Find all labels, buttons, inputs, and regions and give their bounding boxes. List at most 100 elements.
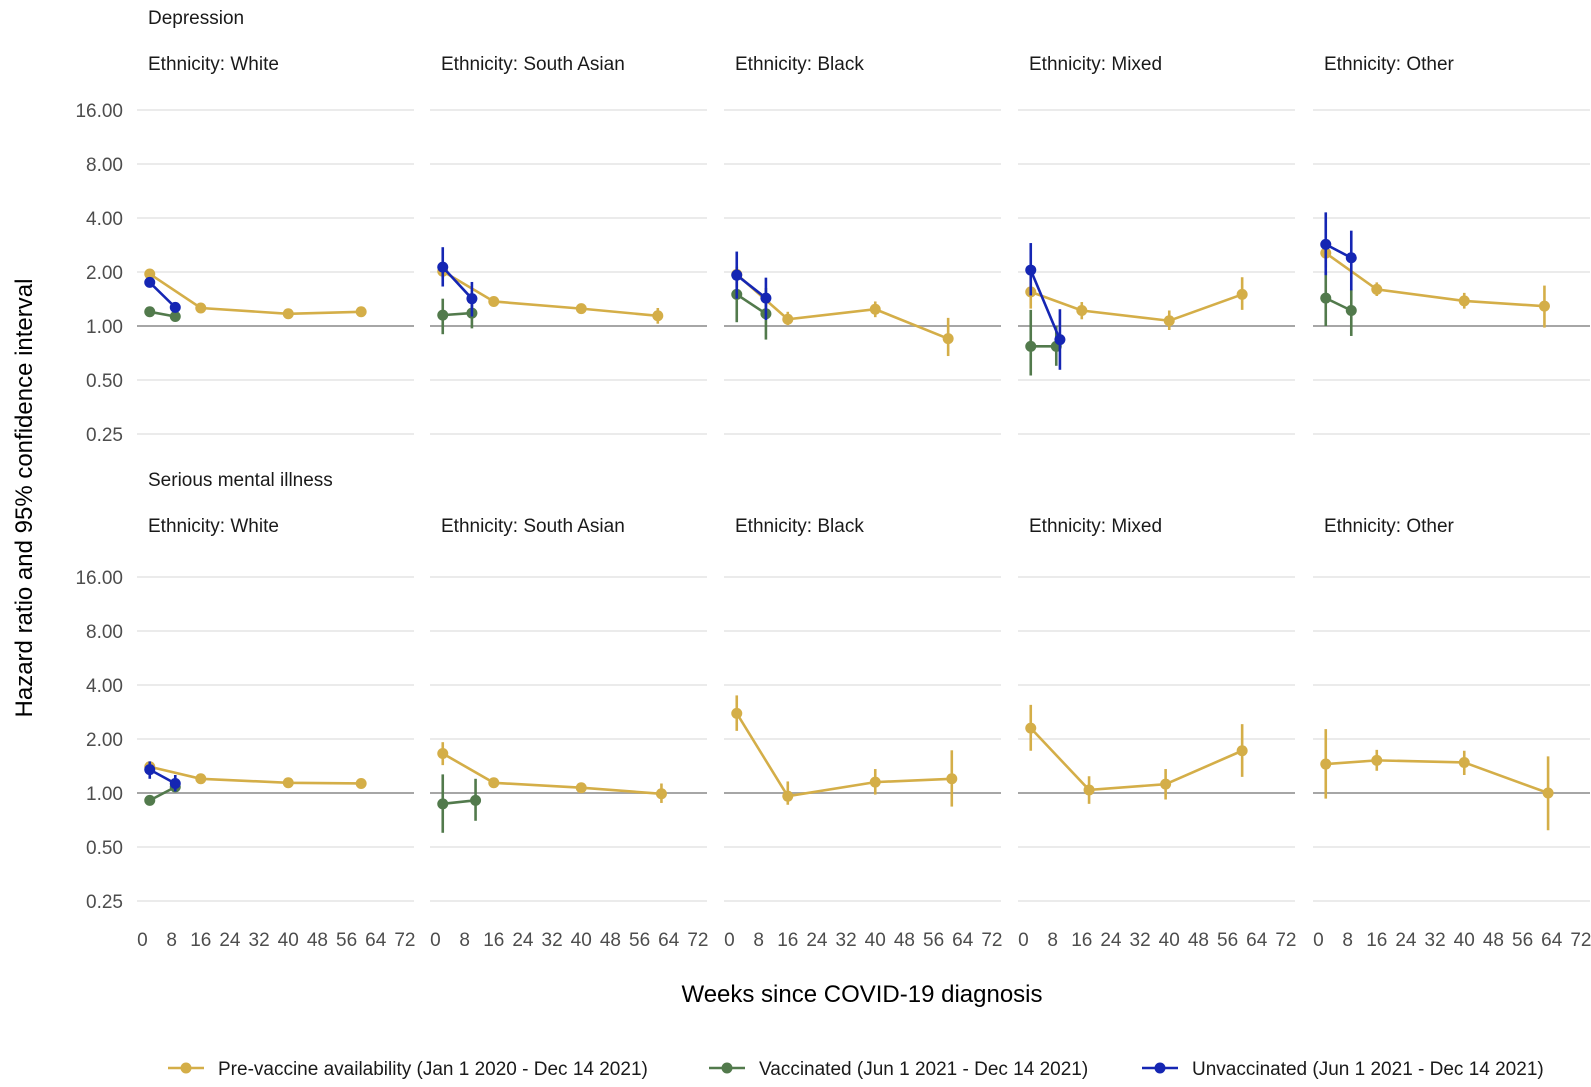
data-point-unvac-r0-p0-1 <box>169 301 181 313</box>
panel-title-r0-p0: Ethnicity: White <box>148 54 279 75</box>
data-point-pre-r0-p4-1 <box>1371 283 1383 295</box>
data-point-vac-r0-p0-1 <box>169 310 181 322</box>
panel-title-r0-p4: Ethnicity: Other <box>1324 54 1455 75</box>
x-tick-label-p3-7: 56 <box>1217 930 1238 951</box>
data-point-pre-r0-p0-1 <box>195 302 207 314</box>
data-point-unvac-r0-p2-0 <box>731 269 743 281</box>
x-tick-label-p2-3: 24 <box>806 930 828 951</box>
y-tick-label-r1-1: 0.50 <box>86 838 123 859</box>
x-axis-title: Weeks since COVID-19 diagnosis <box>681 981 1042 1008</box>
data-point-unvac-r0-p4-1 <box>1345 252 1357 264</box>
y-tick-label-r1-4: 4.00 <box>86 676 123 697</box>
data-point-pre-r1-p3-3 <box>1236 745 1248 757</box>
x-tick-label-p1-4: 32 <box>542 930 563 951</box>
series-line-unvac-r0-p0 <box>148 281 177 309</box>
data-point-pre-r1-p0-1 <box>195 773 207 785</box>
y-tick-label-r0-0: 0.25 <box>86 425 123 446</box>
y-tick-label-r1-3: 2.00 <box>86 730 123 751</box>
x-tick-label-p0-9: 72 <box>394 930 415 951</box>
data-point-pre-r1-p2-3 <box>946 773 958 785</box>
data-point-vac-r0-p4-1 <box>1345 305 1357 317</box>
data-point-pre-r1-p0-3 <box>355 777 367 789</box>
data-point-pre-r1-p4-1 <box>1371 754 1383 766</box>
series-line-pre-r1-p3 <box>1029 727 1243 792</box>
data-point-pre-r1-p4-0 <box>1320 758 1332 770</box>
x-tick-label-p2-2: 16 <box>777 930 798 951</box>
data-point-pre-r0-p4-3 <box>1538 300 1550 312</box>
x-tick-label-p2-4: 32 <box>836 930 857 951</box>
data-point-unvac-r1-p0-1 <box>169 777 181 789</box>
x-tick-label-p2-7: 56 <box>923 930 944 951</box>
x-tick-label-p1-9: 72 <box>687 930 708 951</box>
legend-key-dot-unvac <box>1154 1062 1166 1074</box>
x-tick-label-p3-3: 24 <box>1100 930 1122 951</box>
legend-key-dot-vac <box>721 1062 733 1074</box>
x-tick-label-p2-6: 48 <box>894 930 915 951</box>
panel-title-r1-p1: Ethnicity: South Asian <box>441 516 625 537</box>
outcome-label-1: Serious mental illness <box>148 470 333 491</box>
legend-label-unvac: Unvaccinated (Jun 1 2021 - Dec 14 2021) <box>1192 1059 1544 1080</box>
data-point-pre-r0-p2-3 <box>942 333 954 345</box>
series-line-pre-r1-p4 <box>1325 759 1549 795</box>
panel-title-r1-p0: Ethnicity: White <box>148 516 279 537</box>
data-point-unvac-r0-p4-0 <box>1320 238 1332 250</box>
y-tick-label-r0-2: 1.00 <box>86 317 123 338</box>
x-tick-label-p3-4: 32 <box>1130 930 1151 951</box>
x-tick-label-p1-0: 0 <box>430 930 441 951</box>
data-point-pre-r1-p1-3 <box>655 788 667 800</box>
data-point-pre-r1-p3-1 <box>1083 784 1095 796</box>
data-point-pre-r1-p2-1 <box>782 790 794 802</box>
data-point-pre-r1-p2-2 <box>869 776 881 788</box>
x-tick-label-p3-5: 40 <box>1159 930 1180 951</box>
data-point-pre-r1-p0-2 <box>282 777 294 789</box>
x-tick-label-p4-8: 64 <box>1541 930 1563 951</box>
data-point-pre-r1-p4-3 <box>1542 787 1554 799</box>
data-point-pre-r1-p2-0 <box>731 707 743 719</box>
data-point-pre-r0-p1-1 <box>488 295 500 307</box>
x-tick-label-p0-7: 56 <box>336 930 357 951</box>
x-tick-label-p0-8: 64 <box>365 930 387 951</box>
data-point-unvac-r1-p0-0 <box>144 764 156 776</box>
x-tick-label-p3-0: 0 <box>1018 930 1029 951</box>
data-point-pre-r0-p0-3 <box>355 306 367 318</box>
data-point-unvac-r0-p0-0 <box>144 276 156 288</box>
x-tick-label-p1-6: 48 <box>600 930 621 951</box>
series-line-pre-r1-p0 <box>149 765 362 785</box>
legend-label-pre: Pre-vaccine availability (Jan 1 2020 - D… <box>218 1059 648 1080</box>
legend-key-dot-pre <box>180 1062 192 1074</box>
series-line-pre-r0-p0 <box>149 272 362 316</box>
data-point-pre-r1-p3-0 <box>1025 722 1037 734</box>
y-tick-label-r0-5: 8.00 <box>86 155 123 176</box>
x-tick-label-p4-2: 16 <box>1366 930 1387 951</box>
data-point-vac-r0-p1-0 <box>437 309 449 321</box>
x-tick-label-p2-8: 64 <box>952 930 974 951</box>
panel-title-r0-p3: Ethnicity: Mixed <box>1029 54 1162 75</box>
series-line-unvac-r0-p3 <box>1029 269 1062 341</box>
x-tick-label-p0-2: 16 <box>190 930 211 951</box>
series-line-pre-r0-p2 <box>735 273 949 340</box>
legend-label-vac: Vaccinated (Jun 1 2021 - Dec 14 2021) <box>759 1059 1088 1080</box>
data-point-pre-r1-p1-1 <box>488 777 500 789</box>
series-line-pre-r0-p4 <box>1325 252 1545 308</box>
y-tick-label-r0-4: 4.00 <box>86 209 123 230</box>
series-line-unvac-r0-p2 <box>735 274 767 300</box>
x-tick-label-p1-7: 56 <box>629 930 650 951</box>
y-axis-title: Hazard ratio and 95% confidence interval <box>11 279 38 718</box>
x-tick-label-p2-1: 8 <box>753 930 764 951</box>
data-point-vac-r1-p1-1 <box>470 794 482 806</box>
data-point-pre-r1-p4-2 <box>1458 756 1470 768</box>
y-tick-label-r0-1: 0.50 <box>86 371 123 392</box>
data-point-vac-r0-p0-0 <box>144 306 156 318</box>
x-tick-label-p0-1: 8 <box>166 930 177 951</box>
x-tick-label-p4-5: 40 <box>1454 930 1475 951</box>
x-tick-label-p3-8: 64 <box>1246 930 1268 951</box>
panel-title-r0-p2: Ethnicity: Black <box>735 54 864 75</box>
data-point-pre-r0-p3-1 <box>1076 305 1088 317</box>
data-point-unvac-r0-p3-1 <box>1054 334 1066 346</box>
y-tick-label-r1-6: 16.00 <box>75 568 123 589</box>
series-line-pre-r1-p1 <box>442 752 662 796</box>
data-point-unvac-r0-p3-0 <box>1025 264 1037 276</box>
data-point-unvac-r0-p1-1 <box>466 293 478 305</box>
